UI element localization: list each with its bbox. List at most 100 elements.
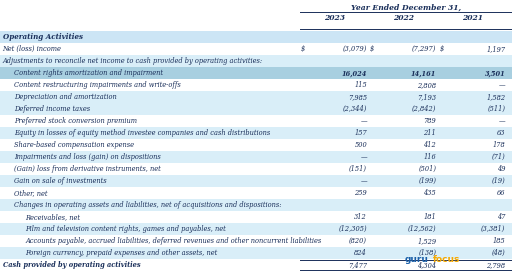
Text: (151): (151) bbox=[349, 165, 367, 173]
Text: Impairments and loss (gain) on dispositions: Impairments and loss (gain) on dispositi… bbox=[14, 153, 161, 161]
Text: 211: 211 bbox=[423, 129, 436, 137]
Bar bbox=[0, 163, 512, 175]
Text: 14,161: 14,161 bbox=[411, 69, 436, 77]
Text: Deferred income taxes: Deferred income taxes bbox=[14, 105, 90, 113]
Text: 181: 181 bbox=[423, 213, 436, 221]
Bar bbox=[0, 175, 512, 187]
Text: 4,304: 4,304 bbox=[417, 261, 436, 269]
Text: (2,344): (2,344) bbox=[343, 105, 367, 113]
Text: Operating Activities: Operating Activities bbox=[3, 33, 82, 41]
Text: (48): (48) bbox=[492, 249, 505, 257]
Bar bbox=[0, 43, 512, 55]
Text: 7,193: 7,193 bbox=[417, 93, 436, 101]
Bar bbox=[0, 115, 512, 127]
Bar bbox=[0, 247, 512, 259]
Text: Year Ended December 31,: Year Ended December 31, bbox=[351, 4, 461, 12]
Text: (7,297): (7,297) bbox=[412, 45, 436, 53]
Bar bbox=[0, 151, 512, 163]
Text: Other, net: Other, net bbox=[14, 189, 47, 197]
Text: (501): (501) bbox=[418, 165, 436, 173]
Text: (3,079): (3,079) bbox=[343, 45, 367, 53]
Text: 435: 435 bbox=[423, 189, 436, 197]
Text: Accounts payable, accrued liabilities, deferred revenues and other noncurrent li: Accounts payable, accrued liabilities, d… bbox=[25, 237, 322, 245]
Text: (12,562): (12,562) bbox=[408, 225, 436, 233]
Text: Share-based compensation expense: Share-based compensation expense bbox=[14, 141, 134, 149]
Text: —: — bbox=[360, 117, 367, 125]
Text: 66: 66 bbox=[497, 189, 505, 197]
Text: 500: 500 bbox=[354, 141, 367, 149]
Text: 259: 259 bbox=[354, 189, 367, 197]
Text: Adjustments to reconcile net income to cash provided by operating activities:: Adjustments to reconcile net income to c… bbox=[3, 57, 263, 65]
Bar bbox=[0, 103, 512, 115]
Bar bbox=[0, 139, 512, 151]
Text: Content restructuring impairments and write-offs: Content restructuring impairments and wr… bbox=[14, 81, 181, 89]
Bar bbox=[0, 211, 512, 223]
Bar bbox=[0, 259, 512, 271]
Text: Receivables, net: Receivables, net bbox=[25, 213, 80, 221]
Bar bbox=[0, 199, 512, 211]
Text: (3,381): (3,381) bbox=[481, 225, 505, 233]
Text: 178: 178 bbox=[493, 141, 505, 149]
Text: Net (loss) income: Net (loss) income bbox=[3, 45, 61, 53]
Text: (19): (19) bbox=[492, 177, 505, 185]
Text: guru: guru bbox=[404, 255, 429, 264]
Text: 185: 185 bbox=[493, 237, 505, 245]
Text: Preferred stock conversion premium: Preferred stock conversion premium bbox=[14, 117, 137, 125]
Text: 157: 157 bbox=[354, 129, 367, 137]
Text: Film and television content rights, games and payables, net: Film and television content rights, game… bbox=[25, 225, 226, 233]
Text: (Gain) loss from derivative instruments, net: (Gain) loss from derivative instruments,… bbox=[14, 165, 161, 173]
Text: 412: 412 bbox=[423, 141, 436, 149]
Bar bbox=[0, 187, 512, 199]
Text: 2023: 2023 bbox=[324, 14, 345, 22]
Text: Equity in losses of equity method investee companies and cash distributions: Equity in losses of equity method invest… bbox=[14, 129, 270, 137]
Text: 3,501: 3,501 bbox=[484, 69, 505, 77]
Text: (199): (199) bbox=[418, 177, 436, 185]
Bar bbox=[0, 67, 512, 79]
Text: Foreign currency, prepaid expenses and other assets, net: Foreign currency, prepaid expenses and o… bbox=[25, 249, 217, 257]
Text: 1,197: 1,197 bbox=[486, 45, 505, 53]
Text: 1,529: 1,529 bbox=[417, 237, 436, 245]
Text: $: $ bbox=[439, 45, 443, 53]
Text: 16,024: 16,024 bbox=[342, 69, 367, 77]
Text: 312: 312 bbox=[354, 213, 367, 221]
Text: 1,582: 1,582 bbox=[486, 93, 505, 101]
Text: 47: 47 bbox=[497, 213, 505, 221]
Bar bbox=[0, 91, 512, 103]
Bar bbox=[0, 55, 512, 67]
Text: 2021: 2021 bbox=[462, 14, 483, 22]
Bar bbox=[0, 127, 512, 139]
Text: 116: 116 bbox=[423, 153, 436, 161]
Text: 824: 824 bbox=[354, 249, 367, 257]
Bar bbox=[0, 235, 512, 247]
Text: Depreciation and amortization: Depreciation and amortization bbox=[14, 93, 117, 101]
Text: $: $ bbox=[370, 45, 374, 53]
Text: 7,985: 7,985 bbox=[348, 93, 367, 101]
Text: (820): (820) bbox=[349, 237, 367, 245]
Text: —: — bbox=[360, 153, 367, 161]
Bar bbox=[0, 0, 512, 31]
Text: Cash provided by operating activities: Cash provided by operating activities bbox=[3, 261, 140, 269]
Bar bbox=[0, 79, 512, 91]
Text: 49: 49 bbox=[497, 165, 505, 173]
Text: $: $ bbox=[301, 45, 305, 53]
Text: —: — bbox=[499, 117, 505, 125]
Text: 63: 63 bbox=[497, 129, 505, 137]
Text: (511): (511) bbox=[487, 105, 505, 113]
Text: 115: 115 bbox=[354, 81, 367, 89]
Text: 2,798: 2,798 bbox=[486, 261, 505, 269]
Text: 2,808: 2,808 bbox=[417, 81, 436, 89]
Text: 2022: 2022 bbox=[393, 14, 414, 22]
Text: Gain on sale of investments: Gain on sale of investments bbox=[14, 177, 106, 185]
Text: —: — bbox=[499, 81, 505, 89]
Text: Changes in operating assets and liabilities, net of acquisitions and disposition: Changes in operating assets and liabilit… bbox=[14, 201, 281, 209]
Text: —: — bbox=[360, 177, 367, 185]
Text: focus: focus bbox=[433, 255, 460, 264]
Text: 7,477: 7,477 bbox=[348, 261, 367, 269]
Text: (12,305): (12,305) bbox=[338, 225, 367, 233]
Text: (138): (138) bbox=[418, 249, 436, 257]
Text: Content rights amortization and impairment: Content rights amortization and impairme… bbox=[14, 69, 163, 77]
Text: (2,842): (2,842) bbox=[412, 105, 436, 113]
Text: (71): (71) bbox=[492, 153, 505, 161]
Bar bbox=[0, 223, 512, 235]
Bar bbox=[0, 31, 512, 43]
